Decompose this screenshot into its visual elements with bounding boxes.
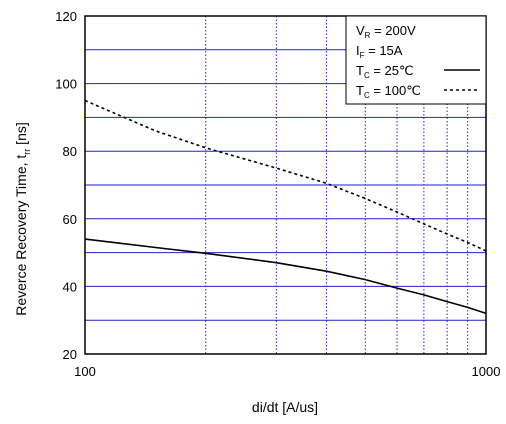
plot-frame: [84, 15, 487, 355]
y-tick-label: 100: [55, 77, 77, 92]
legend-if: IF = 15A: [356, 43, 403, 60]
y-axis-label: Reverce Recovery Time, trr [ns]: [13, 122, 32, 316]
y-tick-label: 20: [63, 347, 77, 362]
x-tick-label: 1000: [472, 364, 501, 379]
series-line-tc-25: [84, 238, 487, 315]
legend-tc-100: TC = 100℃: [356, 83, 421, 100]
x-axis-label: di/dt [A/us]: [252, 399, 318, 415]
y-tick-label: 40: [63, 279, 77, 294]
x-tick-label: 100: [74, 364, 96, 379]
series-line-tc-100: [84, 99, 487, 252]
y-axis-label-main: Reverce Recovery Time, t: [13, 155, 29, 316]
y-axis-label-sub: rr: [22, 149, 32, 155]
legend: VR = 200V IF = 15A TC = 25℃ TC = 100℃: [345, 15, 487, 105]
y-tick-label: 80: [63, 144, 77, 159]
y-axis-label-unit: [ns]: [13, 122, 29, 148]
series-lines: [84, 99, 487, 315]
y-tick-label: 120: [55, 9, 77, 24]
legend-vr: VR = 200V: [356, 23, 416, 40]
y-tick-label: 60: [63, 212, 77, 227]
legend-tc-25: TC = 25℃: [356, 63, 414, 80]
tick-labels: 20 40 60 80 100 120 100 1000: [55, 9, 500, 379]
